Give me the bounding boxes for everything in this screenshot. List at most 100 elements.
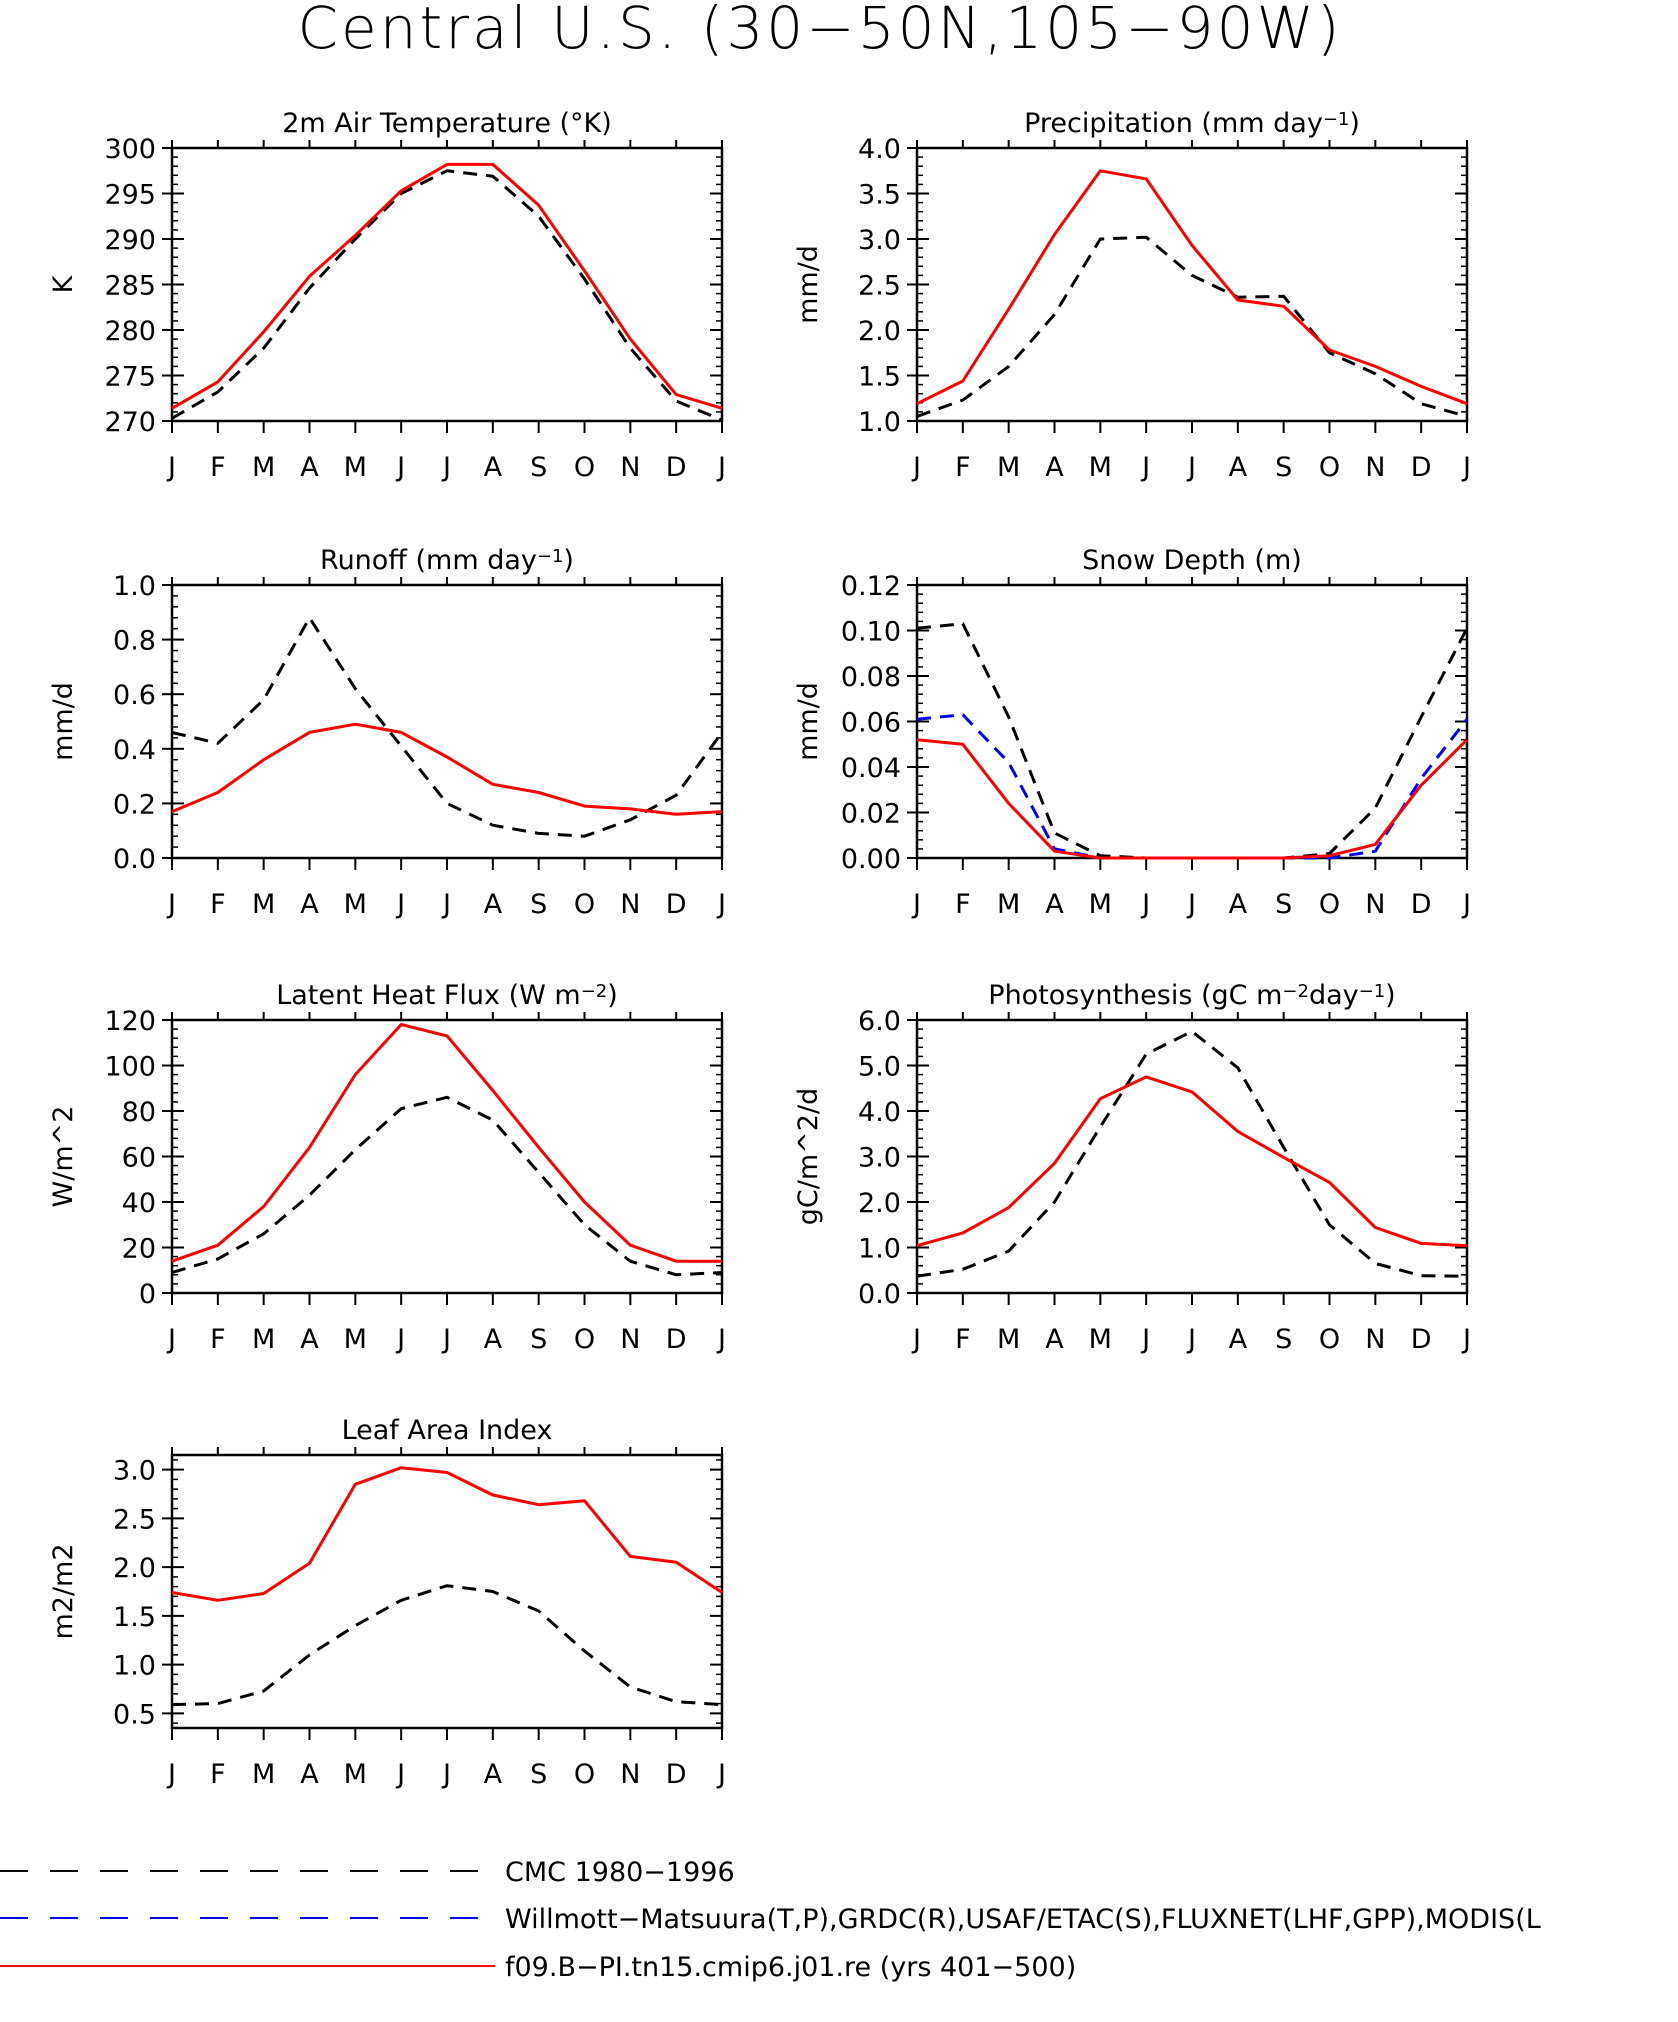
- y-tick-label: 4.0: [858, 1097, 901, 1128]
- x-tick-label: N: [1365, 452, 1385, 483]
- x-tick-label: J: [911, 1324, 921, 1355]
- x-tick-label: A: [1045, 452, 1064, 483]
- x-tick-label: S: [1275, 889, 1292, 920]
- y-axis-label: W/m^2: [48, 1106, 79, 1208]
- x-tick-label: J: [1140, 452, 1150, 483]
- x-tick-label: F: [210, 1324, 226, 1355]
- y-tick-label: 6.0: [858, 1006, 901, 1037]
- x-tick-label: J: [1186, 889, 1196, 920]
- series-line-model: [171, 1023, 722, 1263]
- panel-lhf: Latent Heat Flux (W m−2) W/m^2 0 20 40 60 80 10…: [48, 980, 726, 1355]
- x-tick-label: S: [530, 1759, 547, 1790]
- plot-frame: [170, 146, 724, 423]
- panel-title: Latent Heat Flux (W m−2): [276, 980, 618, 1011]
- x-tick-label: N: [620, 889, 640, 920]
- panel-precip: Precipitation (mm day−1) mm/d 1.0 1.5 2.0 2.5…: [793, 108, 1471, 483]
- x-tick-label: J: [166, 1324, 176, 1355]
- y-tick-label: 2.0: [858, 1188, 901, 1219]
- x-tick-label: F: [955, 889, 971, 920]
- y-tick-label: 2.0: [858, 316, 901, 347]
- x-tick-label: J: [716, 889, 726, 920]
- x-tick-label: F: [210, 889, 226, 920]
- x-tick-label: M: [1089, 1324, 1112, 1355]
- series-line-model: [171, 722, 723, 816]
- series-line-cmc: [171, 169, 723, 422]
- x-tick-label: M: [252, 1759, 275, 1790]
- x-tick-label: J: [1461, 1324, 1471, 1355]
- x-tick-label: N: [1365, 1324, 1385, 1355]
- panel-title: Runoff (mm day−1): [320, 545, 574, 576]
- y-tick-label: 0.4: [113, 735, 156, 766]
- panels-group: 2m Air Temperature (°K) K 270 275 280 285 290 2…: [48, 108, 1471, 1790]
- x-tick-label: A: [484, 452, 503, 483]
- x-tick-label: J: [1140, 1324, 1150, 1355]
- x-tick-label: J: [1140, 889, 1150, 920]
- main-title-svg: Central U.S. (30−50N,105−90W): [298, 0, 1340, 62]
- plot-frame: [170, 1018, 724, 1295]
- x-tick-label: J: [716, 452, 726, 483]
- x-tick-label: D: [1411, 889, 1432, 920]
- x-tick-label: N: [1365, 889, 1385, 920]
- x-tick-label: A: [1045, 1324, 1064, 1355]
- x-tick-label: J: [441, 452, 451, 483]
- panel-title: Precipitation (mm day−1): [1024, 108, 1360, 139]
- y-tick-label: 1.0: [113, 1651, 156, 1682]
- panel-lai: Leaf Area Index m2/m2 0.5 1.0 1.5 2.0 2.5 3.0 J F…: [48, 1415, 726, 1790]
- x-tick-label: O: [1319, 1324, 1340, 1355]
- y-axis-label: gC/m^2/d: [793, 1088, 824, 1225]
- series-line-cmc: [171, 1095, 723, 1277]
- series-line-model: [916, 738, 1469, 860]
- x-tick-label: A: [1229, 452, 1248, 483]
- y-tick-label: 1.5: [858, 362, 901, 393]
- x-tick-label: D: [666, 1324, 687, 1355]
- y-tick-label: 0.08: [841, 662, 901, 693]
- x-tick-label: J: [441, 1324, 451, 1355]
- legend-label-1: Willmott−Matsuura(T,P),GRDC(R),USAF/ETAC…: [505, 1904, 1541, 1935]
- x-tick-label: M: [252, 452, 275, 483]
- x-tick-label: S: [530, 452, 547, 483]
- x-tick-label: F: [210, 452, 226, 483]
- panel-gpp: Photosynthesis (gC m−2day−1) gC/m^2/d 0.0 1…: [793, 980, 1471, 1355]
- x-tick-label: A: [300, 1324, 319, 1355]
- y-tick-label: 3.0: [858, 1143, 901, 1174]
- x-tick-label: M: [1089, 889, 1112, 920]
- legend-item-2: f09.B−PI.tn15.cmip6.j01.re (yrs 401−500): [0, 1952, 1076, 1983]
- y-tick-label: 275: [104, 362, 156, 393]
- x-tick-label: A: [1229, 889, 1248, 920]
- x-tick-label: F: [955, 452, 971, 483]
- y-tick-label: 40: [122, 1188, 156, 1219]
- y-tick-label: 290: [104, 225, 156, 256]
- panel-title: Snow Depth (m): [1082, 545, 1302, 576]
- y-tick-label: 120: [104, 1006, 156, 1037]
- y-tick-label: 300: [104, 134, 156, 165]
- x-tick-label: J: [716, 1324, 726, 1355]
- series-line-cmc: [171, 1584, 723, 1707]
- y-tick-label: 0.02: [841, 799, 901, 830]
- x-tick-label: M: [252, 1324, 275, 1355]
- y-tick-label: 2.5: [858, 271, 901, 302]
- y-tick-label: 0.12: [841, 571, 901, 602]
- y-axis-label: m2/m2: [48, 1543, 79, 1639]
- y-tick-label: 280: [104, 316, 156, 347]
- x-tick-label: D: [1411, 1324, 1432, 1355]
- x-tick-label: M: [997, 452, 1020, 483]
- x-tick-label: A: [300, 452, 319, 483]
- y-tick-label: 0.06: [841, 708, 901, 739]
- x-tick-label: J: [1186, 1324, 1196, 1355]
- x-tick-label: O: [574, 452, 595, 483]
- x-tick-label: M: [997, 889, 1020, 920]
- y-tick-label: 0.10: [841, 617, 901, 648]
- x-tick-label: N: [620, 1759, 640, 1790]
- y-tick-label: 0.8: [113, 626, 156, 657]
- x-tick-label: A: [484, 889, 503, 920]
- y-axis-label: mm/d: [48, 682, 79, 761]
- y-tick-label: 0.6: [113, 680, 156, 711]
- series-line-cmc: [916, 622, 1469, 860]
- x-tick-label: A: [484, 1324, 503, 1355]
- x-tick-label: J: [166, 1759, 176, 1790]
- x-tick-label: J: [1186, 452, 1196, 483]
- x-tick-label: J: [395, 889, 405, 920]
- y-tick-label: 270: [104, 407, 156, 438]
- y-tick-label: 3.5: [858, 180, 901, 211]
